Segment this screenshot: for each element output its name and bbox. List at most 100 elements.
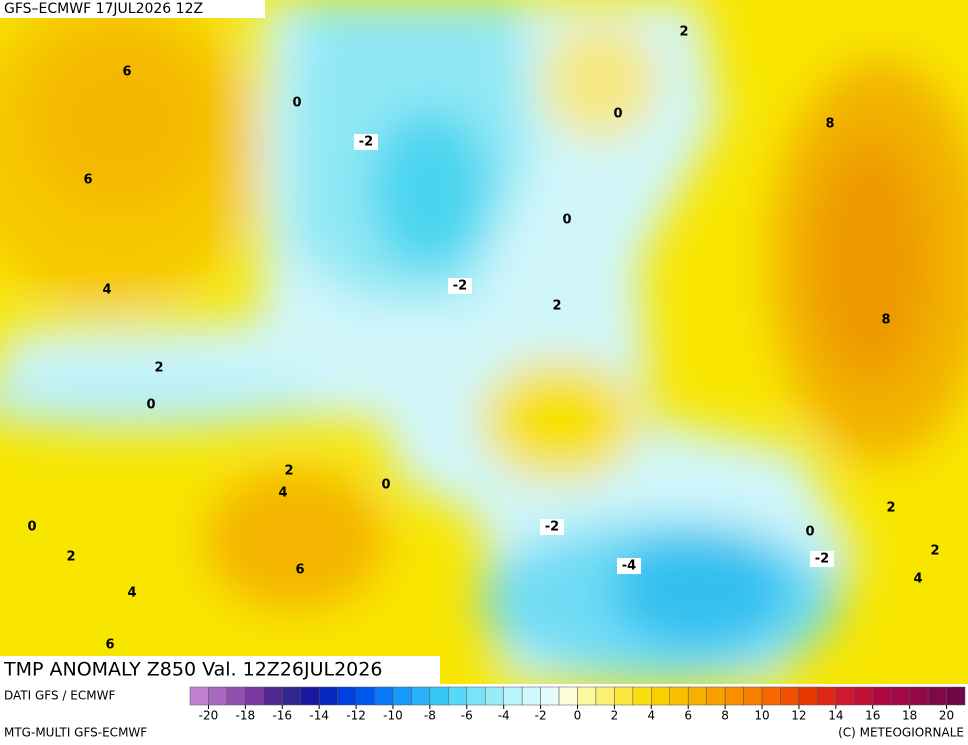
colorbar-tick-label: -16: [272, 709, 292, 723]
colorbar-swatch: [927, 686, 947, 706]
colorbar-tick-label: 4: [647, 709, 655, 723]
contour-label: 6: [83, 173, 92, 188]
label-bg: [354, 134, 378, 150]
colorbar-swatch: [429, 686, 449, 706]
colorbar-tick-label: 12: [791, 709, 806, 723]
colorbar-swatch: [743, 686, 763, 706]
colorbar-tick-label: 0: [574, 709, 582, 723]
colorbar-swatch: [374, 686, 394, 706]
colorbar-tick-label: -2: [535, 709, 547, 723]
colorbar-swatch: [282, 686, 301, 706]
colorbar-swatch: [761, 686, 781, 706]
label-bg: [810, 551, 834, 567]
contour-label: 4: [913, 572, 922, 587]
colorbar-tick-label: 10: [754, 709, 769, 723]
contour-label: 0: [146, 398, 155, 413]
header: GFS–ECMWF 17JUL2026 12Z: [4, 1, 203, 17]
colorbar-swatch: [854, 686, 873, 706]
contour-label: 0: [805, 525, 814, 540]
colorbar-swatch: [909, 686, 929, 706]
contour-label: 0: [27, 520, 36, 535]
contour-label: 2: [886, 501, 895, 516]
contour-label: 8: [825, 117, 834, 132]
colorbar-swatch: [890, 686, 910, 706]
contour-label: -2: [359, 135, 373, 150]
colorbar-swatch: [226, 686, 246, 706]
colorbar-swatch: [835, 686, 855, 706]
colorbar-swatch: [263, 686, 283, 706]
colorbar-swatch: [521, 686, 541, 706]
colorbar-swatch: [632, 686, 652, 706]
contour-label: 0: [562, 213, 571, 228]
contour-label: 2: [552, 299, 561, 314]
contour-label: 2: [66, 550, 75, 565]
contour-label: 4: [278, 486, 287, 501]
contour-label: -2: [545, 520, 559, 535]
contour-label: 4: [102, 283, 111, 298]
colorbar-swatch: [318, 686, 338, 706]
contour-label: -4: [622, 559, 636, 574]
model: MTG-MULTI GFS-ECMWF: [4, 726, 147, 740]
contour-label: 2: [930, 544, 939, 559]
label-bg: [448, 278, 472, 294]
colorbar-swatch: [817, 686, 837, 706]
colorbar-swatch: [540, 686, 560, 706]
colorbar-swatch: [503, 686, 523, 706]
contour-label: 2: [284, 464, 293, 479]
colorbar-swatch: [706, 686, 726, 706]
contour-label: 0: [613, 107, 622, 122]
colorbar-swatch: [780, 686, 800, 706]
colorbar-swatch: [208, 686, 228, 706]
colorbar-tick-label: -10: [383, 709, 403, 723]
contour-label: 2: [679, 25, 688, 40]
contour-label: 2: [154, 361, 163, 376]
source: DATI GFS / ECMWF: [4, 689, 115, 703]
colorbar-swatch: [300, 686, 320, 706]
contour-label: 0: [292, 96, 301, 111]
colorbar-swatch: [466, 686, 486, 706]
label-bg: [540, 519, 564, 535]
colorbar-swatch: [392, 686, 412, 706]
colorbar-tick-label: -18: [236, 709, 256, 723]
contour-label: -2: [815, 552, 829, 567]
colorbar-swatch: [355, 686, 375, 706]
colorbar-swatch: [411, 686, 431, 706]
colorbar-swatch: [448, 686, 468, 706]
header-box: [0, 0, 265, 18]
colorbar-swatch: [946, 686, 966, 706]
colorbar-swatch: [651, 686, 671, 706]
contour-label: 6: [122, 65, 131, 80]
contour-label: 6: [105, 638, 114, 653]
colorbar-swatch: [189, 686, 209, 706]
map-title: TMP ANOMALY Z850 Val. 12Z26JUL2026: [3, 659, 382, 681]
colorbar-swatch: [614, 686, 634, 706]
colorbar-swatch: [687, 686, 707, 706]
contour-label: -2: [453, 279, 467, 294]
contour-label: 6: [295, 563, 304, 578]
colorbar-tick-label: -6: [461, 709, 473, 723]
contour-label: 4: [127, 586, 136, 601]
colorbar-tick-label: -8: [424, 709, 436, 723]
colorbar-tick-label: 16: [865, 709, 880, 723]
colorbar-tick-label: 14: [828, 709, 843, 723]
anomaly-field: [0, 0, 968, 684]
contour-label: 8: [881, 313, 890, 328]
colorbar-tick-label: -14: [309, 709, 329, 723]
colorbar-tick-label: -12: [346, 709, 366, 723]
colorbar-swatch: [798, 686, 818, 706]
colorbar-tick-label: 8: [721, 709, 729, 723]
colorbar-swatch: [484, 686, 504, 706]
label-bg: [617, 558, 641, 574]
colorbar-swatch: [595, 686, 615, 706]
colorbar-tick-label: 6: [684, 709, 692, 723]
colorbar-tick-label: 2: [611, 709, 619, 723]
colorbar-swatch: [337, 686, 357, 706]
title-box: [0, 656, 440, 684]
colorbar-tick-label: 18: [902, 709, 917, 723]
copyright: (C) METEOGIORNALE: [838, 726, 964, 740]
colorbar-swatch: [577, 686, 597, 706]
colorbar-tick-label: -4: [498, 709, 510, 723]
colorbar-tick-label: 20: [939, 709, 954, 723]
contour-label: 0: [381, 478, 390, 493]
